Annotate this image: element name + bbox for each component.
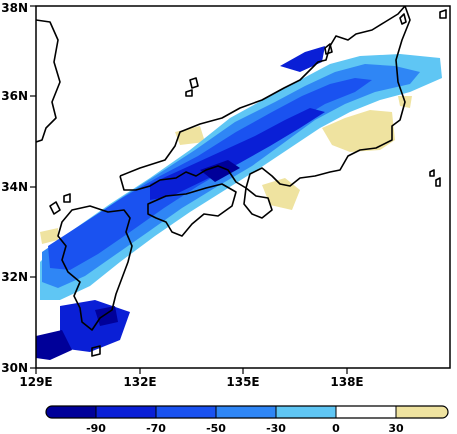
band-darkest-blue <box>95 306 118 326</box>
colorbar-segment <box>396 406 448 418</box>
y-tick-label: 32N <box>1 270 28 284</box>
coastline-shikoku <box>147 183 237 237</box>
band-light-blue <box>40 54 442 300</box>
colorbar-frame <box>45 405 449 419</box>
x-tick-label: 135E <box>226 375 259 389</box>
colorbar-label: 0 <box>332 422 340 434</box>
coastline-island <box>91 345 101 357</box>
coastline-kii <box>243 187 273 219</box>
coastline-honshu <box>119 6 411 191</box>
colorbar-label: -70 <box>146 422 166 434</box>
colorbar-segment <box>46 406 96 418</box>
coastline-island <box>429 169 435 177</box>
colorbar-segment <box>216 406 276 418</box>
positive-anomaly-patch <box>40 228 58 244</box>
coastline-island <box>49 201 61 215</box>
coastline-island <box>63 193 71 203</box>
coastline-island <box>399 13 407 25</box>
colorbar-segment <box>96 406 156 418</box>
axis-ticks <box>30 5 348 374</box>
colorbar-label: -50 <box>206 422 226 434</box>
coastline-korea <box>36 19 61 143</box>
y-tick-label: 34N <box>1 180 28 194</box>
colorbar-segment <box>276 406 336 418</box>
band-darkest-blue <box>36 330 72 360</box>
y-tick-label: 38N <box>1 1 28 15</box>
colorbar: -90 -70 -50 -30 0 30 <box>45 405 449 434</box>
x-tick-label: 132E <box>123 375 156 389</box>
coastline-island <box>189 77 199 89</box>
coastline-island <box>324 43 333 55</box>
colorbar-label: -30 <box>266 422 286 434</box>
band-mid-blue <box>42 64 420 288</box>
coastline-kyushu <box>57 205 133 331</box>
x-tick-label: 138E <box>330 375 363 389</box>
coastline-island <box>439 9 447 19</box>
colorbar-segment <box>156 406 216 418</box>
colorbar-label: -90 <box>86 422 106 434</box>
coastline-island <box>185 89 193 97</box>
coastlines <box>36 6 447 357</box>
colorbar-label: 30 <box>388 422 404 434</box>
band-darkest-blue <box>200 160 240 182</box>
x-tick-label: 129E <box>19 375 52 389</box>
coastline-island <box>435 177 441 187</box>
y-tick-label: 30N <box>1 361 28 375</box>
positive-anomaly-patch <box>322 110 395 152</box>
y-tick-label: 36N <box>1 89 28 103</box>
band-dark-blue <box>150 108 325 200</box>
colorbar-segment <box>336 406 396 418</box>
